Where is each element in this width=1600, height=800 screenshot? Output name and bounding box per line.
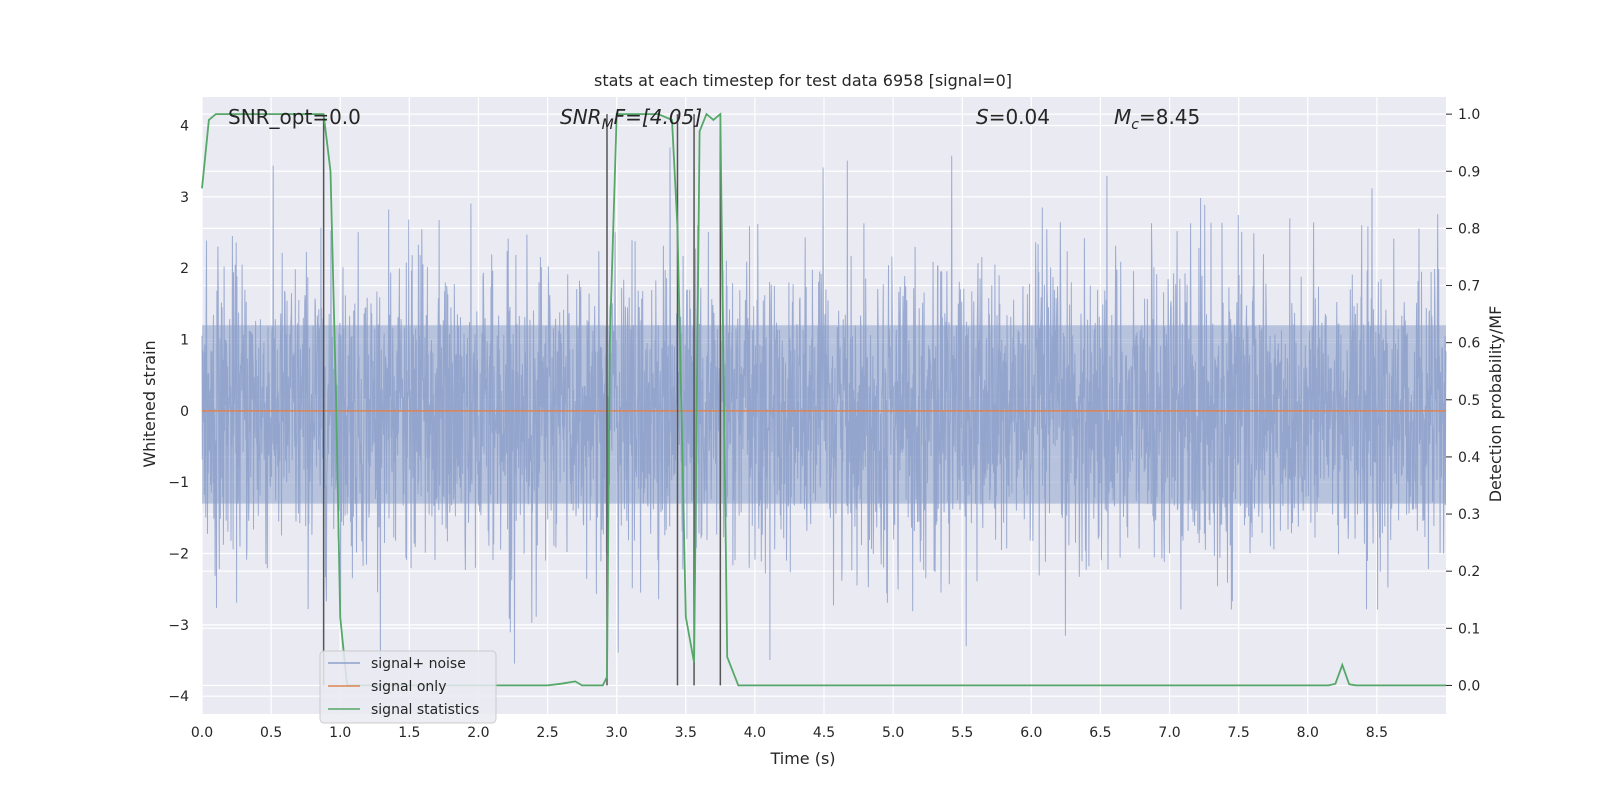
- y-tick-label: 3: [180, 190, 189, 206]
- y-tick-label: 1: [180, 333, 189, 349]
- y2-tick-label: 0.3: [1458, 507, 1480, 523]
- legend: signal+ noise signal only signal statist…: [319, 650, 497, 724]
- x-axis-label: Time (s): [769, 749, 835, 768]
- legend-label-signal-noise: signal+ noise: [371, 656, 466, 672]
- annotation-snr-mf: SNRMF=[4.05]: [560, 105, 702, 133]
- axes: 0.0 0.5 1.0 1.5 2.0 2.5 3.0 3.5 4.0 4.5 5.0 5.5 6.0 6…: [168, 107, 1480, 741]
- x-tick-label: 3.5: [675, 725, 697, 741]
- y-tick-label: −2: [168, 547, 189, 563]
- y2-tick-label: 0.1: [1458, 621, 1480, 637]
- y2-tick-label: 0.0: [1458, 678, 1480, 694]
- y2-tick-label: 0.5: [1458, 393, 1480, 409]
- y2-tick-label: 0.7: [1458, 279, 1480, 295]
- chart-title: stats at each timestep for test data 695…: [594, 71, 1012, 90]
- y-tick-label: −3: [168, 618, 189, 634]
- annotation-s: S=0.04: [976, 105, 1050, 129]
- y2-tick-label: 0.9: [1458, 164, 1480, 180]
- y-tick-label: 0: [180, 404, 189, 420]
- x-tick-label: 8.5: [1366, 725, 1388, 741]
- x-tick-label: 0.0: [191, 725, 213, 741]
- x-tick-label: 5.0: [882, 725, 904, 741]
- signal-statistics-line: [201, 112, 1446, 687]
- x-tick-label: 0.5: [260, 725, 282, 741]
- x-tick-label: 6.5: [1089, 725, 1111, 741]
- x-tick-label: 4.5: [813, 725, 835, 741]
- legend-box: [319, 650, 497, 724]
- x-tick-label: 2.5: [536, 725, 558, 741]
- annotation-mc: Mc=8.45: [1114, 105, 1200, 133]
- series-signal-noise: [201, 147, 1447, 669]
- annotation-snr-opt: SNR_opt=0.0: [228, 105, 361, 129]
- x-tick-label: 7.5: [1228, 725, 1250, 741]
- x-tick-label: 4.0: [744, 725, 766, 741]
- y2-tick-label: 0.6: [1458, 336, 1480, 352]
- y-tick-label: −1: [168, 475, 189, 491]
- x-tick-label: 3.0: [606, 725, 628, 741]
- y-tick-label: 2: [180, 261, 189, 277]
- x-tick-label: 2.0: [467, 725, 489, 741]
- y-tick-label: −4: [168, 689, 189, 705]
- y2-tick-label: 0.2: [1458, 564, 1480, 580]
- y2-tick-label: 1.0: [1458, 107, 1480, 123]
- y-tick-label: 4: [180, 119, 189, 135]
- y2-tick-label: 0.8: [1458, 221, 1480, 237]
- x-tick-label: 6.0: [1020, 725, 1042, 741]
- noise-core-band: [202, 325, 1446, 504]
- x-tick-label: 7.0: [1158, 725, 1180, 741]
- legend-label-signal-only: signal only: [371, 679, 446, 695]
- x-tick-label: 1.5: [398, 725, 420, 741]
- y2-tick-label: 0.4: [1458, 450, 1480, 466]
- series-signal-statistics: [201, 112, 1446, 687]
- y-axis-label: Whitened strain: [140, 340, 159, 467]
- x-tick-label: 8.0: [1297, 725, 1319, 741]
- x-tick-label: 5.5: [951, 725, 973, 741]
- x-tick-label: 1.0: [329, 725, 351, 741]
- y2-axis-label: Detection probability/MF: [1486, 306, 1505, 503]
- legend-label-signal-statistics: signal statistics: [371, 702, 479, 718]
